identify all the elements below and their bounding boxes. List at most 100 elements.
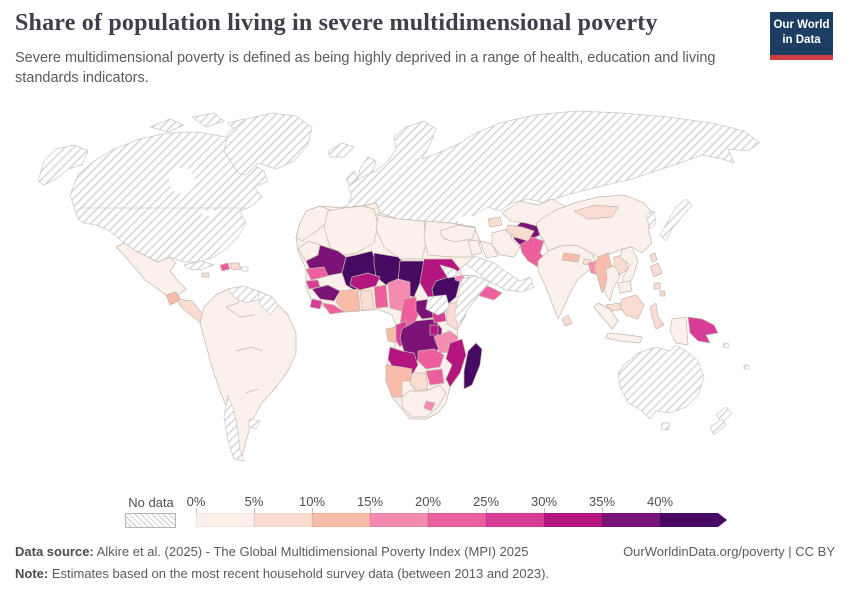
country-mongolia[interactable] (573, 204, 619, 220)
country-japan[interactable] (659, 198, 693, 242)
country-new-zealand-south[interactable] (709, 418, 727, 436)
country-cote-divoire[interactable] (335, 288, 361, 313)
owid-logo-line2: in Data (782, 33, 821, 46)
country-arctic-islands-2[interactable] (191, 112, 225, 128)
country-somalia[interactable] (454, 275, 491, 329)
page-title: Share of population living in severe mul… (15, 10, 658, 36)
legend-segment-35[interactable] (602, 513, 660, 527)
country-sulawesi[interactable] (649, 302, 665, 330)
legend-labels: 0% 5% 10% 15% 20% 25% 30% 35% 40% (187, 494, 730, 513)
country-zimbabwe[interactable] (425, 368, 445, 386)
page-subtitle: Severe multidimensional poverty is defin… (15, 50, 716, 86)
country-levant[interactable] (467, 239, 483, 256)
country-arctic-islands-1[interactable] (149, 118, 185, 133)
country-turkey[interactable] (439, 224, 477, 243)
country-haiti[interactable] (219, 262, 231, 272)
country-zambia[interactable] (417, 348, 445, 370)
country-togo-benin[interactable] (373, 284, 389, 309)
country-alaska[interactable] (37, 144, 89, 186)
country-philippines-3[interactable] (659, 290, 666, 297)
country-philippines-2[interactable] (653, 282, 661, 290)
country-south-africa[interactable] (401, 384, 447, 418)
legend-segment-15[interactable] (370, 513, 428, 527)
country-burkina-faso[interactable] (349, 272, 381, 291)
country-sri-lanka[interactable] (561, 314, 573, 327)
owid-logo-line1: Our World (773, 19, 830, 31)
country-cambodia[interactable] (617, 280, 633, 294)
country-borneo[interactable] (619, 294, 645, 320)
country-sierra-leone[interactable] (309, 298, 323, 310)
country-libya[interactable] (375, 214, 427, 260)
legend-tick-label: 5% (244, 494, 264, 509)
legend-segment-25[interactable] (486, 513, 544, 527)
country-jamaica[interactable] (201, 272, 210, 278)
country-dominican-republic[interactable] (229, 262, 242, 271)
country-korea[interactable] (645, 210, 657, 230)
legend-arrow (718, 513, 727, 527)
country-morocco[interactable] (295, 205, 331, 242)
country-uruguay[interactable] (247, 418, 261, 430)
country-puerto-rico[interactable] (241, 266, 249, 272)
country-ireland[interactable] (345, 170, 359, 186)
country-iraq[interactable] (479, 240, 499, 259)
legend-segment-30[interactable] (544, 513, 602, 527)
country-new-zealand-north[interactable] (715, 406, 733, 424)
legend-no-data-swatch[interactable] (125, 513, 176, 528)
country-ghana[interactable] (359, 289, 375, 311)
country-guyanas[interactable] (257, 290, 279, 316)
world-map (37, 110, 761, 462)
country-gabon[interactable] (385, 326, 397, 344)
legend-tick (312, 508, 313, 513)
legend-segment-5[interactable] (254, 513, 312, 527)
country-australia[interactable] (617, 344, 705, 420)
country-chile[interactable] (223, 394, 245, 462)
country-caucasus[interactable] (487, 216, 503, 228)
country-eritrea[interactable] (439, 264, 463, 279)
inland-seas (169, 168, 509, 234)
country-solomon-islands[interactable] (722, 342, 730, 349)
footer-source-text: Alkire et al. (2025) - The Global Multid… (93, 544, 529, 559)
country-guinea[interactable] (311, 284, 341, 302)
country-south-america[interactable] (199, 285, 297, 458)
country-algeria[interactable] (323, 205, 379, 256)
country-iceland[interactable] (327, 142, 355, 158)
legend-segment-10[interactable] (312, 513, 370, 527)
legend-bar (196, 513, 730, 527)
country-mexico[interactable] (115, 242, 187, 298)
country-tasmania[interactable] (660, 422, 671, 431)
legend-tick-label: 0% (186, 494, 206, 509)
legend-segment-20[interactable] (428, 513, 486, 527)
owid-logo[interactable]: Our World in Data (770, 12, 833, 60)
black-sea (457, 216, 479, 224)
country-greenland[interactable] (223, 112, 313, 176)
country-madagascar[interactable] (463, 342, 483, 390)
country-cuba[interactable] (183, 260, 215, 271)
country-sumatra[interactable] (593, 302, 619, 330)
country-lesotho[interactable] (423, 400, 436, 412)
chart-footer: Data source: Alkire et al. (2025) - The … (15, 544, 835, 588)
footer-link[interactable]: OurWorldinData.org/poverty | CC BY (623, 544, 835, 559)
country-south-sudan[interactable] (425, 294, 451, 316)
country-botswana[interactable] (409, 372, 429, 392)
sa-border-2 (225, 306, 255, 318)
country-west-papua[interactable] (669, 316, 689, 346)
country-rwanda-burundi[interactable] (429, 324, 439, 336)
country-uzbekistan-turkmenistan[interactable] (505, 224, 535, 242)
no-data-overlays (183, 198, 750, 462)
legend-gradient: 0% 5% 10% 15% 20% 25% 30% 35% 40% (187, 494, 730, 527)
country-fiji[interactable] (743, 364, 750, 370)
country-saudi-arabia[interactable] (459, 252, 535, 293)
country-java[interactable] (605, 332, 643, 344)
country-papua-new-guinea[interactable] (687, 316, 719, 344)
legend-segment-40[interactable] (660, 513, 718, 527)
country-philippines[interactable] (649, 262, 663, 278)
legend-tick-label: 25% (472, 494, 500, 509)
country-taiwan[interactable] (649, 252, 658, 263)
country-senegal[interactable] (305, 266, 329, 281)
footer-note-text: Estimates based on the most recent house… (48, 566, 550, 581)
country-mozambique[interactable] (445, 338, 467, 388)
legend-segment-0[interactable] (196, 513, 254, 527)
country-namibia[interactable] (385, 364, 413, 398)
legend-tick (428, 508, 429, 513)
country-nepal[interactable] (561, 252, 581, 263)
